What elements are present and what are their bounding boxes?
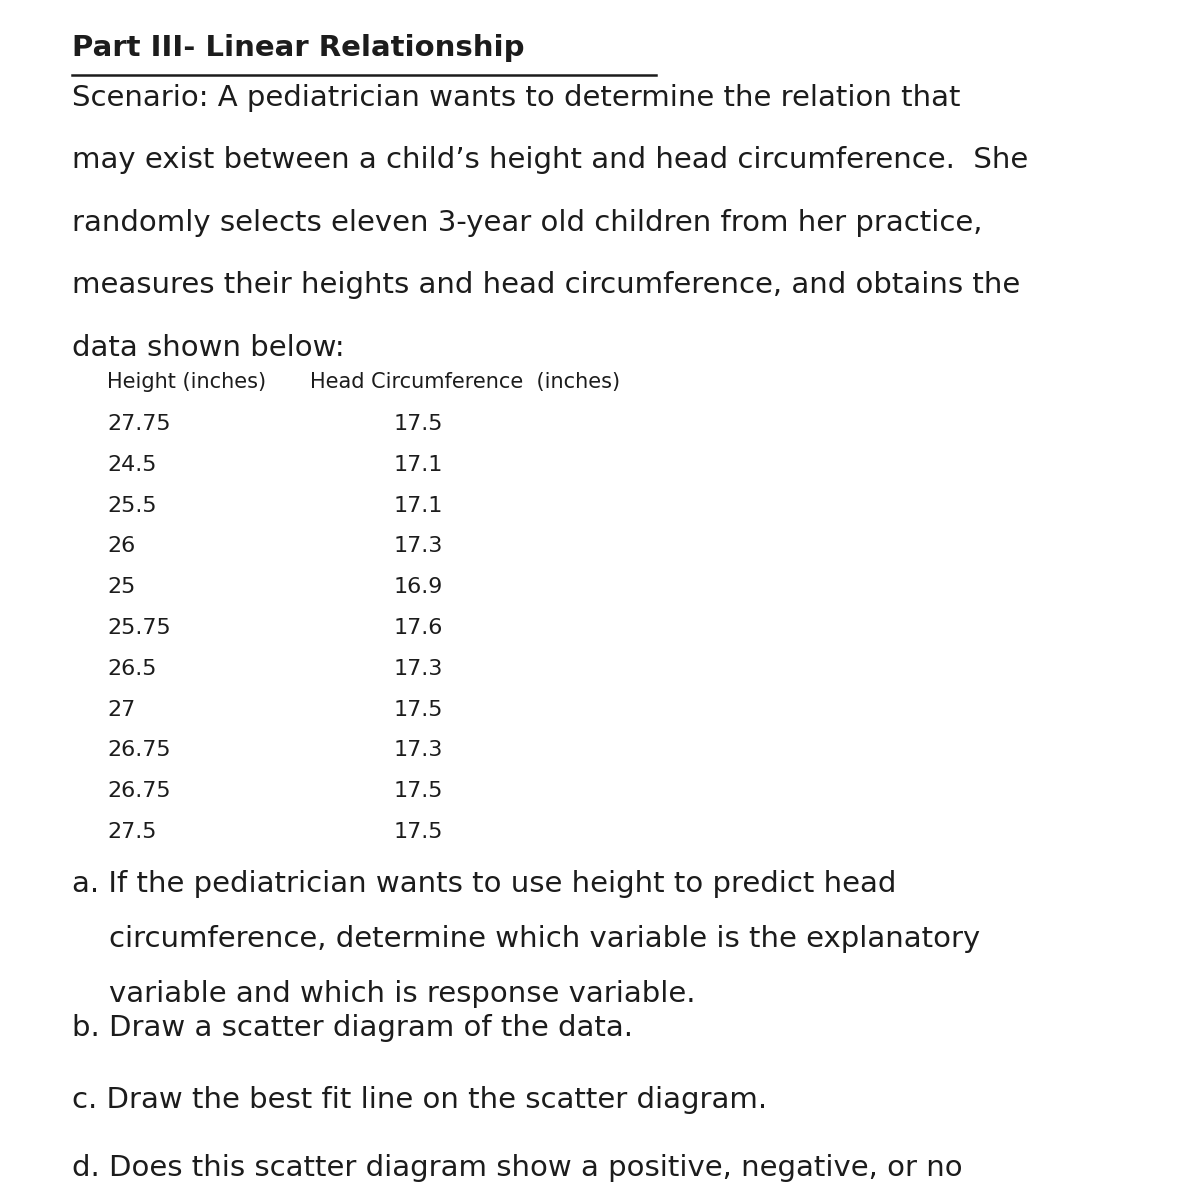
Text: 17.3: 17.3	[394, 659, 443, 679]
Text: 17.1: 17.1	[394, 496, 443, 516]
Text: 17.5: 17.5	[394, 781, 443, 802]
Text: 24.5: 24.5	[107, 455, 156, 475]
Text: 17.5: 17.5	[394, 822, 443, 842]
Text: a. If the pediatrician wants to use height to predict head: a. If the pediatrician wants to use heig…	[72, 870, 895, 898]
Text: c. Draw the best fit line on the scatter diagram.: c. Draw the best fit line on the scatter…	[72, 1086, 767, 1114]
Text: Scenario: A pediatrician wants to determine the relation that: Scenario: A pediatrician wants to determ…	[72, 84, 960, 112]
Text: Part III- Linear Relationship: Part III- Linear Relationship	[72, 34, 524, 61]
Text: 17.5: 17.5	[394, 700, 443, 720]
Text: 25.75: 25.75	[107, 618, 171, 638]
Text: 17.3: 17.3	[394, 740, 443, 761]
Text: 17.1: 17.1	[394, 455, 443, 475]
Text: 17.6: 17.6	[394, 618, 443, 638]
Text: Head Circumference  (inches): Head Circumference (inches)	[310, 372, 621, 392]
Text: 25.5: 25.5	[107, 496, 158, 516]
Text: 26.75: 26.75	[107, 781, 171, 802]
Text: Height (inches): Height (inches)	[107, 372, 266, 392]
Text: 17.3: 17.3	[394, 536, 443, 557]
Text: data shown below:: data shown below:	[72, 334, 344, 361]
Text: d. Does this scatter diagram show a positive, negative, or no: d. Does this scatter diagram show a posi…	[72, 1154, 962, 1182]
Text: 16.9: 16.9	[394, 577, 443, 598]
Text: 26.75: 26.75	[107, 740, 171, 761]
Text: randomly selects eleven 3-year old children from her practice,: randomly selects eleven 3-year old child…	[72, 209, 983, 236]
Text: b. Draw a scatter diagram of the data.: b. Draw a scatter diagram of the data.	[72, 1014, 633, 1042]
Text: may exist between a child’s height and head circumference.  She: may exist between a child’s height and h…	[72, 146, 1028, 174]
Text: 26.5: 26.5	[107, 659, 156, 679]
Text: 27.5: 27.5	[107, 822, 156, 842]
Text: 17.5: 17.5	[394, 414, 443, 434]
Text: variable and which is response variable.: variable and which is response variable.	[72, 980, 695, 1008]
Text: circumference, determine which variable is the explanatory: circumference, determine which variable …	[72, 925, 980, 953]
Text: 27: 27	[107, 700, 136, 720]
Text: 27.75: 27.75	[107, 414, 171, 434]
Text: 25: 25	[107, 577, 136, 598]
Text: 26: 26	[107, 536, 136, 557]
Text: measures their heights and head circumference, and obtains the: measures their heights and head circumfe…	[72, 271, 1020, 299]
